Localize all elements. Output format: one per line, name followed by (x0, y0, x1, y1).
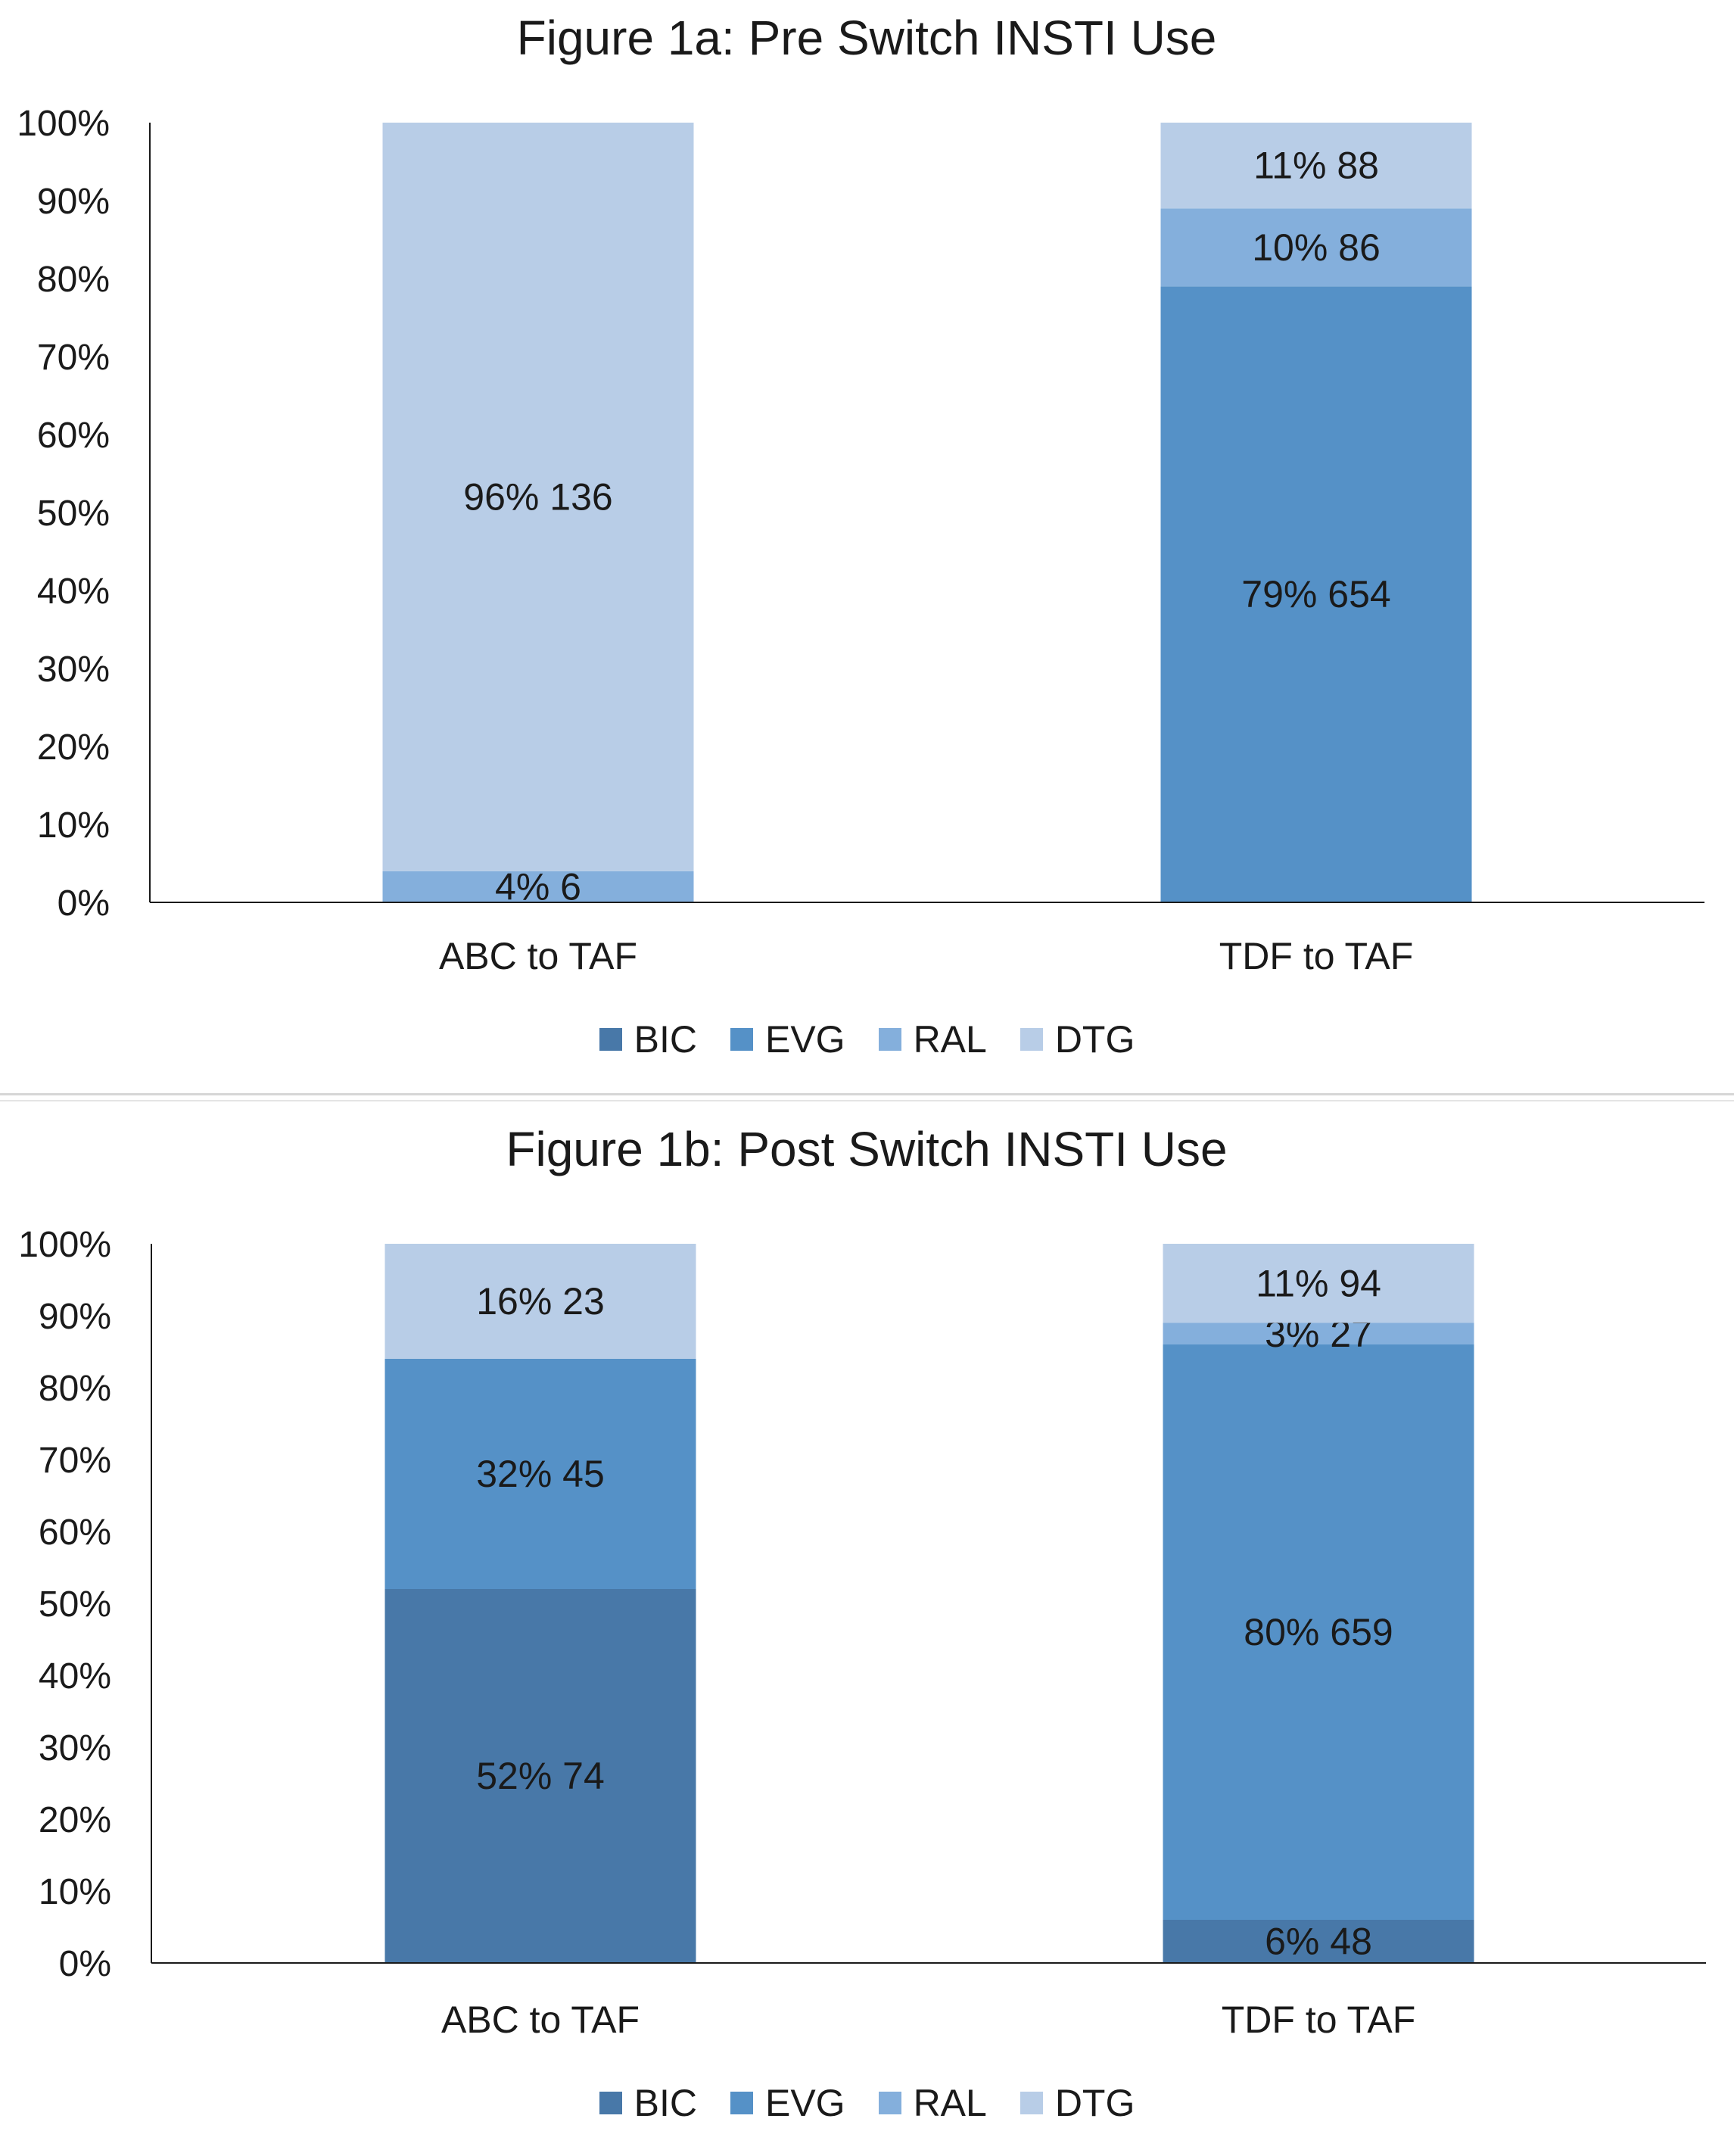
fig-1a-y-tick-label: 50% (37, 494, 110, 534)
figure-1b-chart: Figure 1b: Post Switch INSTI Use 52% 74 32… (18, 1122, 1706, 2041)
fig-1a-data-label: 10% 86 (1252, 226, 1381, 269)
fig-1a-bar-dtg-1 (382, 123, 694, 871)
fig-1b-y-tick-label: 0% (59, 1944, 111, 1984)
fig-1a-data-label: 96% 136 (463, 475, 612, 518)
fig-1b-y-tick-label: 100% (18, 1225, 111, 1265)
fig-1a-legend-item-ral: RAL (878, 1017, 987, 1061)
figure-1b-legend: BIC EVG RAL DTG (0, 2080, 1734, 2126)
fig-1b-bar-dtg-1 (384, 1244, 696, 1359)
fig-1b-data-label: 16% 23 (476, 1280, 605, 1323)
figure-1a: Figure 1a: Pre Switch INSTI Use 4% 6 96% 1… (17, 11, 1704, 977)
fig-1b-data-label: 11% 94 (1256, 1262, 1381, 1304)
fig-1a-y-tick-label: 30% (37, 650, 110, 690)
fig-1b-y-tick-label: 80% (39, 1369, 111, 1409)
fig-1a-y-tick-label: 20% (37, 727, 110, 768)
fig-1b-bar-dtg-2 (1163, 1244, 1474, 1323)
fig-1a-y-tick-label: 80% (37, 260, 110, 300)
fig-1b-legend-item-evg: EVG (730, 2081, 845, 2125)
fig-1b-legend-item-dtg: DTG (1020, 2081, 1135, 2125)
fig-1b-legend-label: DTG (1054, 2082, 1135, 2124)
fig-1a-y-tick-label: 70% (37, 338, 110, 378)
fig-1a-y-tick-label: 40% (37, 572, 110, 612)
fig-1a-category-label: ABC to TAF (439, 935, 637, 977)
fig-1b-legend-label: BIC (634, 2082, 697, 2124)
fig-1a-legend-item-evg: EVG (730, 1017, 845, 1061)
fig-1b-y-tick-label: 50% (39, 1584, 111, 1625)
fig-1a-bar-ral-1 (382, 871, 694, 902)
fig-1b-legend-swatch (878, 2092, 901, 2114)
figure-divider-secondary (0, 1100, 1734, 1101)
fig-1a-data-label: 79% 654 (1241, 573, 1390, 615)
fig-1a-title: Figure 1a: Pre Switch INSTI Use (517, 11, 1217, 65)
figure-divider (0, 1093, 1734, 1095)
fig-1b-bar-ral-2 (1163, 1323, 1474, 1344)
fig-1a-legend-swatch (878, 1028, 901, 1051)
fig-1b-y-tick-label: 20% (39, 1800, 111, 1840)
fig-1b-legend-swatch (1020, 2092, 1043, 2114)
fig-1b-data-label: 6% 48 (1265, 1921, 1372, 1963)
fig-1a-category-label: TDF to TAF (1219, 935, 1414, 977)
fig-1a-legend-swatch (730, 1028, 753, 1051)
fig-1a-legend-label: RAL (913, 1018, 987, 1061)
fig-1b-legend-label: EVG (764, 2082, 845, 2124)
fig-1b-data-label: 80% 659 (1244, 1611, 1393, 1653)
fig-1b-title: Figure 1b: Post Switch INSTI Use (506, 1122, 1227, 1176)
fig-1b-data-label: 52% 74 (476, 1755, 605, 1797)
figure-1b: Figure 1b: Post Switch INSTI Use 52% 74 32… (0, 1105, 1734, 2156)
fig-1a-legend-swatch (1020, 1028, 1043, 1051)
fig-1b-bar-evg-1 (384, 1359, 696, 1589)
fig-1b-data-label: 32% 45 (476, 1453, 605, 1495)
fig-1b-y-tick-label: 60% (39, 1513, 111, 1553)
fig-1a-y-tick-label: 0% (58, 883, 110, 924)
fig-1b-category-label: ABC to TAF (441, 1999, 640, 2041)
fig-1b-y-tick-label: 10% (39, 1872, 111, 1912)
fig-1b-legend-swatch (599, 2092, 622, 2114)
fig-1a-legend-label: EVG (764, 1018, 845, 1061)
fig-1b-category-label: TDF to TAF (1222, 1999, 1416, 2041)
fig-1a-bar-dtg-2 (1160, 123, 1472, 209)
fig-1a-y-tick-label: 10% (37, 805, 110, 846)
fig-1a-data-label: 11% 88 (1253, 145, 1379, 187)
fig-1a-bar-evg-2 (1160, 286, 1472, 902)
fig-1a-legend-label: BIC (634, 1018, 697, 1061)
fig-1b-bar-bic-1 (384, 1589, 696, 1963)
figure-1a-legend: BIC EVG RAL DTG (0, 1017, 1734, 1062)
fig-1b-y-tick-label: 90% (39, 1297, 111, 1337)
fig-1b-bar-bic-2 (1163, 1920, 1474, 1963)
fig-1a-legend-item-dtg: DTG (1020, 1017, 1135, 1061)
fig-1b-y-tick-label: 30% (39, 1728, 111, 1768)
fig-1b-legend-swatch (730, 2092, 753, 2114)
fig-1a-bar-ral-2 (1160, 208, 1472, 287)
fig-1a-y-tick-label: 90% (37, 182, 110, 222)
fig-1a-legend-label: DTG (1054, 1018, 1135, 1061)
fig-1b-legend-item-bic: BIC (599, 2081, 697, 2125)
fig-1b-legend-label: RAL (913, 2082, 987, 2124)
fig-1a-legend-item-bic: BIC (599, 1017, 697, 1061)
fig-1a-data-label: 4% 6 (495, 865, 581, 908)
fig-1b-y-tick-label: 70% (39, 1441, 111, 1481)
figure-1a-chart: Figure 1a: Pre Switch INSTI Use 4% 6 96% 1… (17, 11, 1704, 977)
fig-1a-y-tick-label: 60% (37, 416, 110, 456)
fig-1b-bar-evg-2 (1163, 1344, 1474, 1920)
fig-1b-legend-item-ral: RAL (878, 2081, 987, 2125)
fig-1a-legend-swatch (599, 1028, 622, 1051)
fig-1a-y-tick-label: 100% (17, 104, 110, 144)
fig-1b-y-tick-label: 40% (39, 1656, 111, 1696)
